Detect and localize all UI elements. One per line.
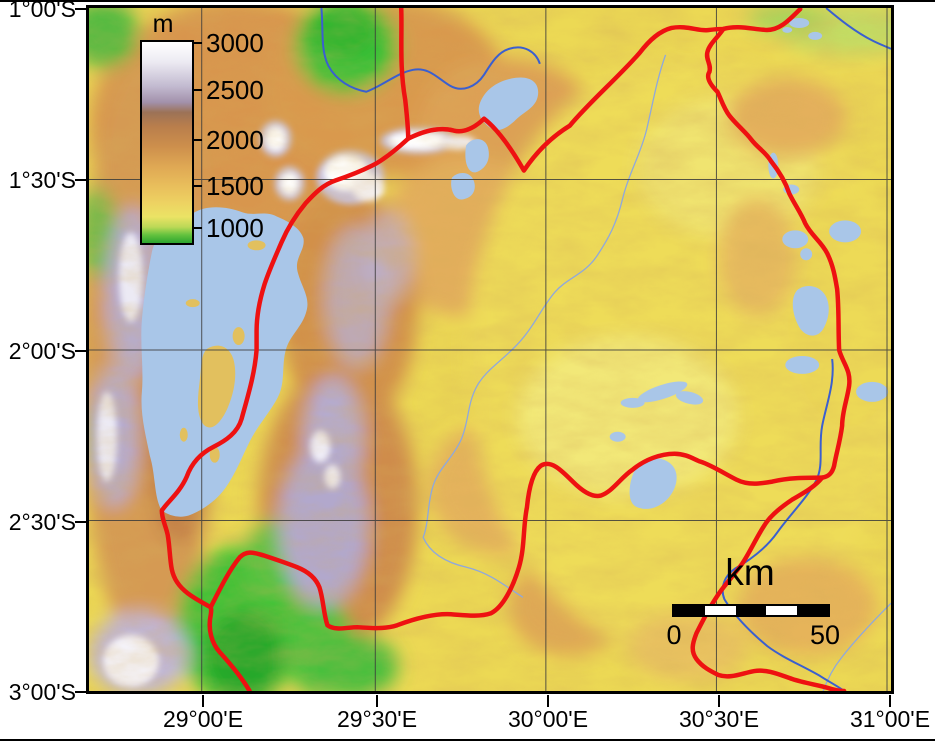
legend-value-1500: 1500 (206, 171, 264, 201)
lon-tick (889, 695, 891, 707)
border-southeast (690, 475, 847, 691)
lat-tick (75, 521, 88, 523)
lat-tick (75, 8, 88, 10)
scalebar-start-label: 0 (666, 620, 682, 650)
border-east (704, 26, 852, 480)
country-borders (159, 8, 852, 691)
scalebar-end-label: 50 (809, 620, 841, 650)
legend-value-2000: 2000 (206, 125, 264, 155)
lon-tick (376, 695, 378, 707)
legend-unit-label: m (152, 10, 174, 38)
legend-tick (193, 42, 202, 44)
legend-tick (193, 89, 202, 91)
legend-tick (193, 227, 202, 229)
legend-value-2500: 2500 (206, 75, 264, 105)
lon-tick (718, 695, 720, 707)
legend-value-1000: 1000 (206, 213, 264, 243)
border-south (207, 451, 825, 691)
lat-tick (75, 350, 88, 352)
scalebar-segment (704, 606, 736, 615)
lon-label-29-00e: 29°00'E (162, 706, 244, 732)
lat-label-1-30s: 1°30'S (8, 167, 76, 193)
scalebar-unit-label: km (725, 552, 775, 593)
lat-label-2-30s: 2°30'S (8, 509, 76, 535)
lon-tick (202, 695, 204, 707)
lat-label-3-00s: 3°00'S (8, 679, 76, 705)
legend-tick (193, 185, 202, 187)
lake-islands (179, 240, 266, 463)
lon-label-30-00e: 30°00'E (507, 706, 589, 732)
elevation-colorbar (140, 40, 194, 245)
lon-label-30-30e: 30°30'E (678, 706, 760, 732)
border-southwest (159, 136, 411, 610)
scalebar-segment (735, 606, 767, 615)
lon-label-31-00e: 31°00'E (849, 706, 931, 732)
lat-tick (75, 691, 88, 693)
lake-mugesera (629, 458, 677, 509)
lat-label-2-00s: 2°00'S (8, 338, 76, 364)
scalebar-segment (674, 606, 705, 615)
lat-label-1-00s: 1°00'S (8, 0, 76, 22)
scalebar-segment (766, 606, 798, 615)
legend-tick (193, 139, 202, 141)
lake-bunyonyi (478, 77, 539, 131)
legend-value-3000: 3000 (206, 28, 264, 58)
lon-tick (547, 695, 549, 707)
lon-label-29-30e: 29°30'E (336, 706, 418, 732)
top-edge-line (0, 0, 935, 2)
scalebar-segment (797, 606, 828, 615)
graticule (89, 8, 891, 691)
bottom-edge-line (0, 739, 935, 741)
lat-tick (75, 179, 88, 181)
lake-ihema (792, 286, 829, 336)
scalebar (672, 604, 830, 617)
lake-burera (465, 139, 489, 173)
